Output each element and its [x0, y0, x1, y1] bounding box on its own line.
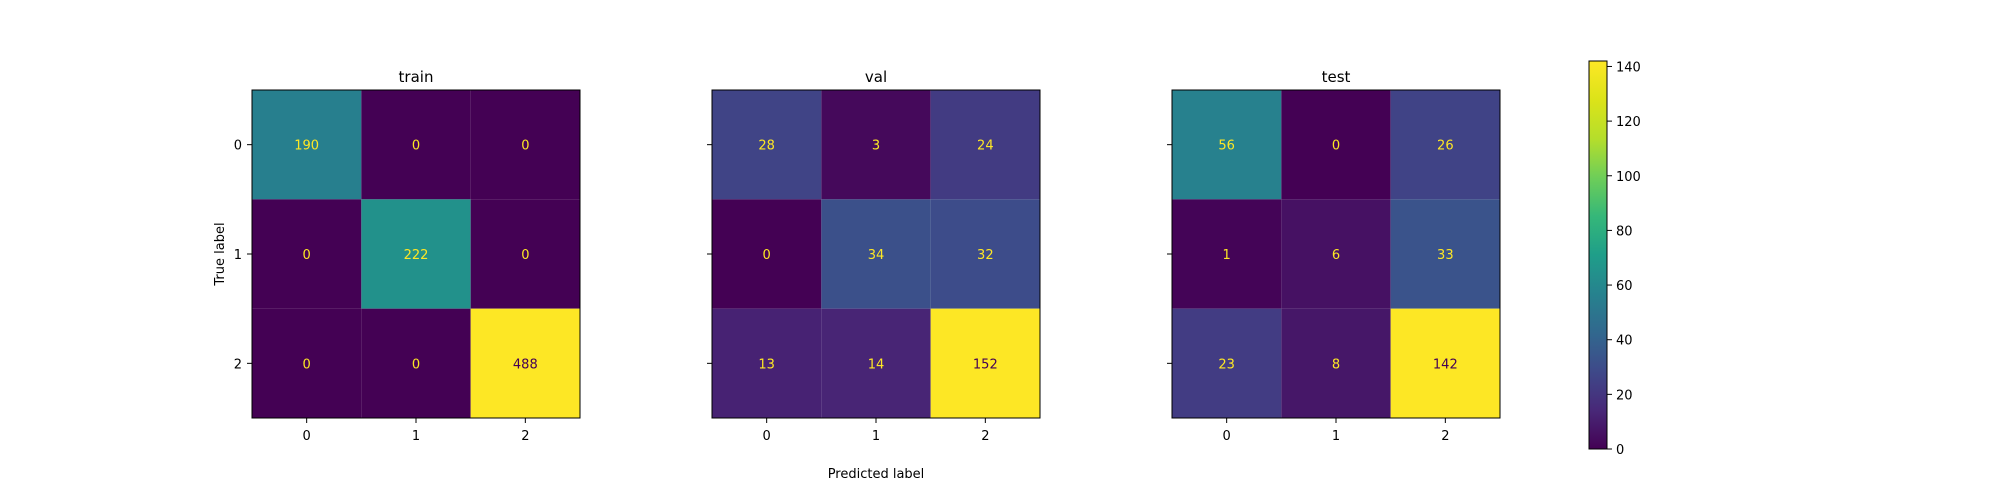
cell-value-label: 222: [404, 248, 429, 263]
heatmap-cell: [252, 199, 362, 309]
cell-value-label: 28: [758, 139, 775, 154]
cell-value-label: 0: [412, 139, 420, 154]
heatmap-cell: [361, 90, 471, 200]
cell-value-label: 0: [763, 248, 771, 263]
heatmap-cell: [930, 308, 1040, 418]
colorbar-tick-label: 80: [1616, 224, 1633, 239]
cell-value-label: 0: [521, 248, 529, 263]
heatmap-cell: [1281, 308, 1391, 418]
heatmap-cell: [1390, 308, 1500, 418]
cell-value-label: 26: [1437, 139, 1454, 154]
heatmap-cell: [252, 308, 362, 418]
cell-value-label: 56: [1218, 139, 1235, 154]
cell-value-label: 3: [872, 139, 880, 154]
cell-value-label: 8: [1332, 357, 1340, 372]
heatmap-cell: [1390, 90, 1500, 200]
panel-title: train: [399, 68, 434, 86]
cell-value-label: 6: [1332, 248, 1340, 263]
cell-value-label: 0: [303, 248, 311, 263]
x-tick-label: 0: [763, 429, 771, 444]
cell-value-label: 1: [1223, 248, 1231, 263]
cell-value-label: 14: [868, 357, 885, 372]
heatmap-cell: [1172, 308, 1282, 418]
cell-value-label: 23: [1218, 357, 1235, 372]
colorbar-tick-label: 100: [1616, 170, 1641, 185]
cell-value-label: 0: [1332, 139, 1340, 154]
heatmap-cell: [1172, 90, 1282, 200]
heatmap-cell: [930, 199, 1040, 309]
heatmap-cell: [1172, 199, 1282, 309]
heatmap-cell: [1281, 90, 1391, 200]
heatmap-cell: [252, 90, 362, 200]
x-tick-label: 2: [981, 429, 989, 444]
x-tick-label: 0: [1223, 429, 1231, 444]
heatmap-cell: [821, 90, 931, 200]
cell-value-label: 33: [1437, 248, 1454, 263]
colorbar-tick-label: 140: [1616, 60, 1641, 75]
heatmap-cell: [1390, 199, 1500, 309]
heatmap-cell: [470, 199, 580, 309]
cell-value-label: 0: [303, 357, 311, 372]
colorbar-gradient: [1588, 60, 1608, 450]
heatmap-cell: [821, 199, 931, 309]
heatmap-cell: [361, 199, 471, 309]
x-axis-label: Predicted label: [828, 467, 925, 482]
cell-value-label: 488: [513, 357, 538, 372]
y-tick-label: 0: [234, 139, 242, 154]
colorbar-tick-label: 60: [1616, 279, 1633, 294]
cell-value-label: 34: [868, 248, 885, 263]
confusion-matrix-val: val 28 3 24 0 34 32 13 14 152 0 1 2: [707, 68, 1041, 444]
cell-value-label: 190: [294, 139, 319, 154]
cell-value-label: 13: [758, 357, 775, 372]
heatmap-cell: [712, 308, 822, 418]
x-tick-label: 1: [872, 429, 880, 444]
x-tick-label: 2: [521, 429, 529, 444]
cell-value-label: 152: [973, 357, 998, 372]
heatmap-cell: [1281, 199, 1391, 309]
confusion-matrix-test: test 56 0 26 1 6 33 23 8 142 0 1 2: [1167, 68, 1501, 444]
x-tick-label: 1: [412, 429, 420, 444]
cell-value-label: 0: [521, 139, 529, 154]
heatmap-cell: [470, 308, 580, 418]
x-tick-label: 2: [1441, 429, 1449, 444]
heatmap-cell: [712, 90, 822, 200]
y-axis-label: True label: [213, 222, 228, 286]
x-tick-label: 0: [303, 429, 311, 444]
cell-value-label: 0: [412, 357, 420, 372]
cell-value-label: 32: [977, 248, 994, 263]
y-tick-label: 2: [234, 357, 242, 372]
colorbar-tick-label: 120: [1616, 115, 1641, 130]
heatmap-cell: [712, 199, 822, 309]
heatmap-cell: [930, 90, 1040, 200]
colorbar-tick-label: 0: [1616, 443, 1624, 458]
heatmap-cell: [470, 90, 580, 200]
colorbar-tick-label: 20: [1616, 388, 1633, 403]
heatmap-cell: [361, 308, 471, 418]
y-tick-label: 1: [234, 248, 242, 263]
panel-title: val: [865, 68, 887, 86]
cell-value-label: 142: [1433, 357, 1458, 372]
confusion-matrix-train: train 190 0 0 0 222 0 0 0 488 0 1 2 0 1 2 True label: [213, 68, 581, 444]
cell-value-label: 24: [977, 139, 994, 154]
heatmap-cell: [821, 308, 931, 418]
colorbar-tick-label: 40: [1616, 334, 1633, 349]
panel-title: test: [1322, 68, 1351, 86]
x-tick-label: 1: [1332, 429, 1340, 444]
colorbar: 0 20 40 60 80 100 120 140: [1588, 60, 1641, 458]
